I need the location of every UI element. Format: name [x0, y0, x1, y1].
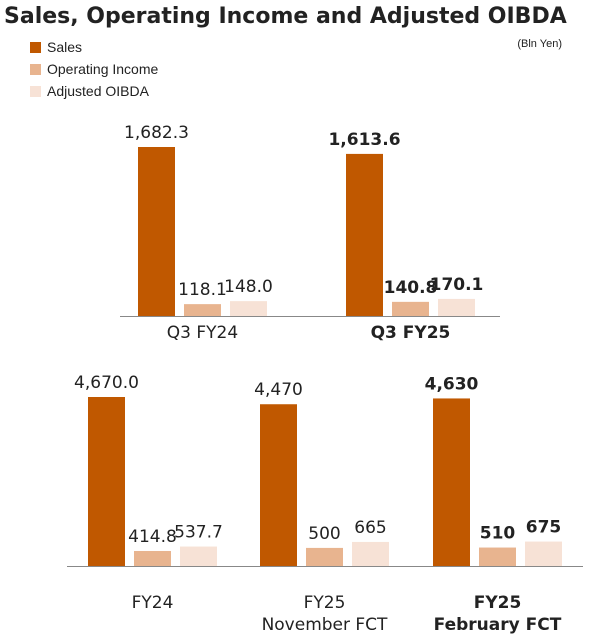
data-label-adjusted-oibda-1-2: 170.1	[430, 275, 484, 295]
data-label-adjusted-oibda-2-1: 537.7	[174, 523, 223, 543]
bar-operating-income-2-3	[479, 547, 516, 566]
data-label-sales-2-3: 4,630	[425, 374, 479, 394]
bar-operating-income-2-1	[134, 550, 171, 566]
legend-swatch-operating-income	[30, 63, 41, 75]
legend-label-operating-income: Operating Income	[47, 61, 159, 77]
bar-sales-1-1	[138, 147, 175, 316]
category-label-2-1: FY24	[132, 593, 174, 613]
bar-adjusted-oibda-2-2	[352, 541, 389, 566]
data-label-sales-2-2: 4,470	[254, 380, 303, 400]
legend-item-operating-income: Operating Income	[30, 58, 158, 80]
data-label-adjusted-oibda-2-2: 665	[354, 518, 386, 538]
bar-sales-2-1	[88, 397, 125, 566]
data-label-operating-income-1-1: 118.1	[178, 280, 227, 300]
data-label-sales-2-1: 4,670.0	[74, 373, 139, 393]
bar-sales-1-2	[346, 153, 383, 316]
data-label-adjusted-oibda-2-3: 675	[526, 518, 562, 538]
bar-sales-2-3	[433, 398, 470, 566]
legend-label-sales: Sales	[47, 39, 83, 55]
data-label-sales-1-2: 1,613.6	[328, 130, 400, 150]
category-label-2-2-line1: FY25	[304, 593, 346, 613]
data-label-sales-1-1: 1,682.3	[124, 123, 189, 143]
bar-adjusted-oibda-1-1	[230, 301, 267, 316]
bar-adjusted-oibda-2-3	[525, 541, 562, 566]
legend-swatch-adjusted-oibda	[30, 85, 41, 97]
bar-adjusted-oibda-2-1	[180, 546, 217, 566]
data-label-adjusted-oibda-1-1: 148.0	[224, 277, 273, 297]
legend: Sales Operating Income Adjusted OIBDA	[30, 36, 158, 102]
category-label-1-2: Q3 FY25	[371, 323, 451, 343]
category-label-2-2-line2: November FCT	[262, 615, 388, 635]
bar-sales-2-2	[260, 404, 297, 566]
legend-label-adjusted-oibda: Adjusted OIBDA	[47, 83, 149, 99]
data-label-operating-income-2-3: 510	[480, 524, 516, 544]
chart-title: Sales, Operating Income and Adjusted OIB…	[4, 4, 567, 29]
category-label-2-3-line1: FY25	[474, 593, 522, 613]
data-label-operating-income-1-2: 140.8	[384, 278, 438, 298]
legend-swatch-sales	[30, 41, 41, 53]
bar-operating-income-2-2	[306, 547, 343, 566]
legend-item-adjusted-oibda: Adjusted OIBDA	[30, 80, 158, 102]
category-label-2-3-line2: February FCT	[434, 615, 562, 635]
bar-operating-income-1-1	[184, 304, 221, 316]
data-label-operating-income-2-2: 500	[308, 524, 340, 544]
bar-adjusted-oibda-1-2	[438, 298, 475, 316]
category-label-1-1: Q3 FY24	[167, 323, 238, 343]
legend-item-sales: Sales	[30, 36, 158, 58]
bar-operating-income-1-2	[392, 301, 429, 316]
unit-label: (Bln Yen)	[517, 38, 562, 50]
data-label-operating-income-2-1: 414.8	[128, 527, 177, 547]
